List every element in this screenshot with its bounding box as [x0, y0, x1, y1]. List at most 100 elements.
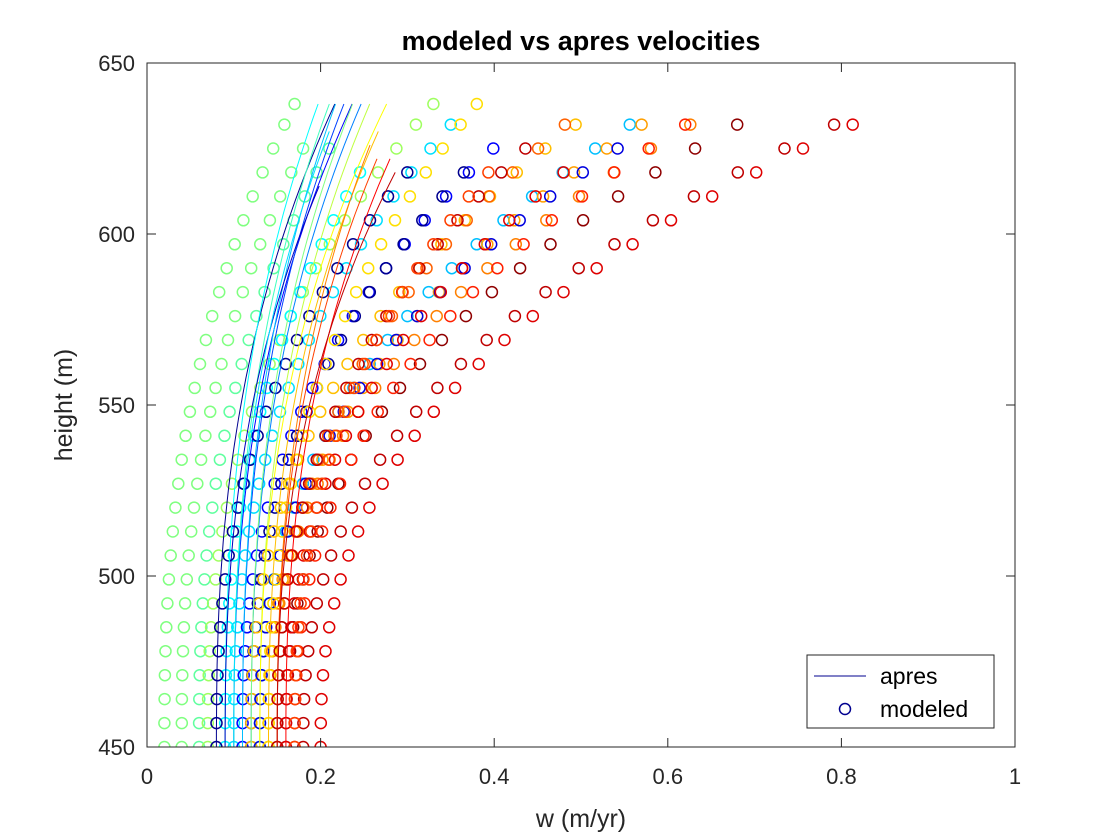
modeled-point: [387, 381, 400, 395]
modeled-point: [575, 190, 589, 203]
modeled-point: [342, 549, 355, 562]
modeled-point: [199, 333, 213, 347]
modeled-point: [303, 309, 316, 323]
legend: apres modeled: [806, 654, 995, 729]
modeled-point: [215, 357, 228, 371]
modeled-point: [472, 357, 485, 371]
modeled-point: [201, 716, 215, 730]
modeled-point: [264, 644, 277, 658]
modeled-point: [387, 357, 401, 371]
modeled-point: [401, 309, 414, 323]
modeled-point: [243, 597, 256, 610]
modeled-point: [484, 238, 498, 251]
modeled-point: [297, 573, 310, 586]
modeled-point: [296, 142, 310, 155]
modeled-point: [250, 309, 263, 323]
modeled-point: [175, 740, 188, 747]
modeled-point: [405, 166, 418, 179]
modeled-point: [209, 381, 222, 395]
apres-line: [285, 158, 391, 747]
modeled-point: [315, 692, 328, 706]
modeled-point: [222, 549, 235, 562]
modeled-point: [329, 405, 342, 419]
modeled-point: [503, 214, 516, 227]
y-tick-label: 650: [98, 51, 135, 76]
modeled-point: [327, 214, 340, 227]
modeled-point: [401, 166, 414, 179]
modeled-point: [374, 238, 388, 251]
y-tick-label: 500: [98, 564, 135, 589]
modeled-point: [414, 309, 428, 323]
modeled-point: [302, 477, 316, 490]
modeled-point: [268, 477, 281, 490]
modeled-point: [358, 477, 372, 490]
modeled-point: [420, 261, 433, 275]
modeled-point: [200, 549, 213, 562]
x-tick-label: 0.8: [826, 764, 857, 789]
modeled-point: [481, 261, 494, 275]
modeled-point: [316, 285, 330, 299]
modeled-point: [361, 261, 375, 275]
modeled-point: [543, 190, 557, 203]
modeled-point: [338, 309, 352, 323]
modeled-point: [448, 381, 462, 395]
modeled-point: [354, 238, 368, 251]
modeled-point: [316, 573, 330, 586]
modeled-point: [160, 621, 173, 634]
modeled-point: [203, 405, 217, 419]
modeled-point: [193, 668, 206, 682]
modeled-point: [308, 549, 322, 562]
modeled-point: [314, 716, 328, 730]
modeled-point: [218, 429, 231, 443]
modeled-point: [558, 118, 572, 131]
modeled-point: [278, 118, 291, 131]
modeled-point: [393, 381, 407, 395]
modeled-point: [454, 285, 468, 299]
modeled-point: [326, 381, 340, 395]
modeled-point: [404, 357, 417, 371]
modeled-point: [423, 333, 436, 347]
modeled-point: [290, 453, 303, 466]
modeled-point: [485, 285, 499, 299]
modeled-point: [218, 573, 232, 586]
modeled-point: [244, 261, 258, 275]
modeled-point: [348, 309, 362, 323]
modeled-point: [434, 285, 448, 299]
modeled-series: [158, 97, 301, 747]
modeled-series: [175, 142, 310, 747]
modeled-point: [238, 429, 251, 443]
modeled-point: [193, 357, 207, 371]
modeled-point: [292, 357, 305, 371]
modeled-point: [175, 453, 188, 466]
modeled-point: [642, 142, 655, 155]
modeled-point: [265, 621, 278, 634]
modeled-point: [273, 405, 287, 419]
modeled-point: [202, 668, 215, 682]
modeled-point: [462, 190, 476, 203]
modeled-point: [466, 285, 480, 299]
modeled-point: [430, 309, 443, 323]
legend-apres-label: apres: [880, 663, 938, 689]
modeled-point: [328, 333, 342, 347]
modeled-point: [319, 644, 332, 658]
modeled-point: [158, 716, 171, 730]
apres-line: [224, 185, 320, 747]
modeled-point: [296, 429, 309, 443]
modeled-point: [334, 573, 347, 586]
modeled-point: [332, 405, 345, 419]
modeled-point: [459, 309, 473, 323]
modeled-point: [193, 692, 206, 706]
x-tick-label: 0.4: [479, 764, 510, 789]
modeled-point: [169, 501, 182, 514]
modeled-point: [187, 501, 201, 514]
modeled-point: [684, 118, 697, 131]
modeled-point: [340, 381, 353, 395]
modeled-point: [253, 238, 267, 251]
modeled-point: [292, 621, 305, 634]
modeled-point: [590, 261, 603, 275]
modeled-point: [175, 716, 189, 730]
modeled-point: [315, 477, 329, 490]
modeled-point: [460, 214, 473, 227]
modeled-point: [557, 285, 570, 299]
